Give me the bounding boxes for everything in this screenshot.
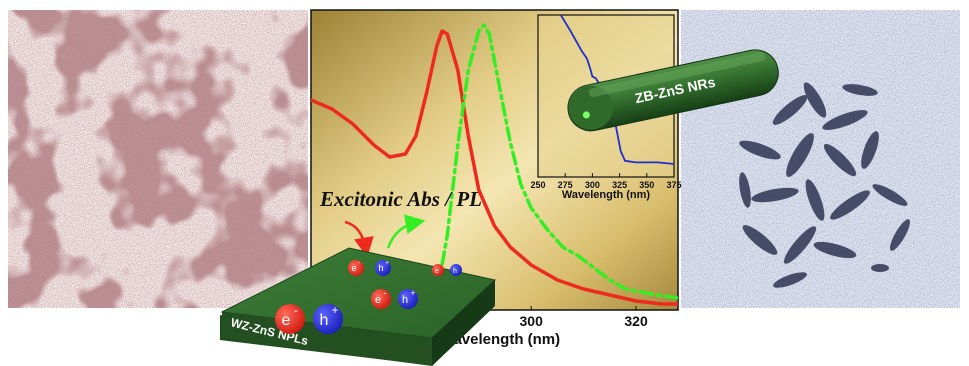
nanoplatelet-illustration: WZ-ZnS NPLs e - h + e - h + e - h [220, 247, 497, 366]
hole-large: h + [313, 303, 343, 334]
nanorod-cluster [739, 82, 910, 288]
hole-small: h + [375, 260, 391, 276]
tem-image-right [681, 10, 960, 308]
inset-x-axis-label: Wavelength (nm) [562, 189, 651, 201]
svg-text:e: e [375, 294, 381, 306]
svg-text:e: e [282, 312, 291, 329]
main-series-excitonic-abs [311, 29, 678, 306]
svg-text:-: - [384, 288, 387, 298]
electron-large: e - [275, 303, 305, 334]
svg-text:h: h [453, 268, 457, 275]
pl-arrow [386, 214, 426, 249]
nanorod-illustration: ZB-ZnS NRs [567, 49, 779, 132]
main-series-pl [424, 23, 678, 310]
excitonic-label: Excitonic Abs / PL [319, 187, 482, 211]
svg-text:h: h [402, 294, 408, 306]
inset-tick-label: 325 [612, 180, 627, 190]
svg-text:h: h [320, 312, 329, 329]
inset-tick-label: 250 [530, 180, 545, 190]
hole-mid: h + [398, 288, 418, 309]
rod-tip-glow [582, 111, 590, 119]
hole-tiny: h [450, 264, 462, 276]
svg-text:-: - [358, 260, 361, 267]
svg-text:+: + [331, 303, 338, 317]
svg-text:h: h [378, 263, 383, 273]
main-series-group [311, 23, 678, 310]
inset-tick-label: 375 [666, 180, 681, 190]
svg-text:+: + [385, 260, 389, 267]
inset-x-ticks: 250 275 300 325 350 375 [530, 173, 682, 190]
svg-text:-: - [294, 303, 298, 317]
main-x-axis-label: Wavelength (nm) [440, 331, 560, 348]
main-tick-label: 320 [624, 313, 648, 329]
main-tick-label: 300 [520, 313, 544, 329]
electron-tiny: e [432, 264, 444, 276]
inset-tick-label: 350 [639, 180, 654, 190]
inset-tick-label: 300 [585, 180, 600, 190]
tem-image-left [8, 10, 308, 308]
abs-arrow [344, 220, 374, 258]
svg-text:e: e [435, 268, 439, 275]
electron-small: e - [348, 260, 364, 276]
svg-text:+: + [410, 288, 415, 298]
electron-mid: e - [371, 288, 391, 309]
inset-tick-label: 275 [558, 180, 573, 190]
svg-text:e: e [351, 263, 356, 273]
